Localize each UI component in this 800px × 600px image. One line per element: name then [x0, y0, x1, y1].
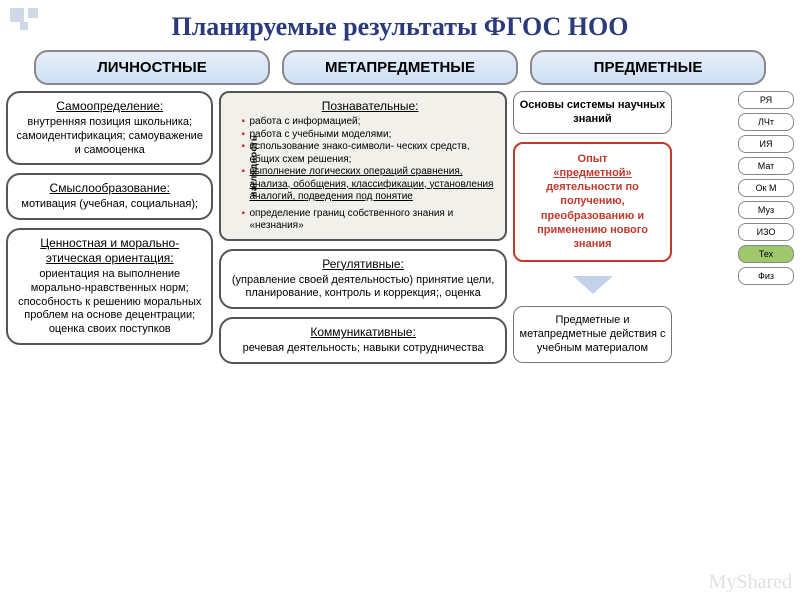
box-heading: Регулятивные:	[229, 257, 496, 272]
list-item: работа с учебными моделями;	[241, 129, 498, 142]
box-communicative: Коммуникативные: речевая деятельность; н…	[219, 317, 506, 364]
exp-line: «предметной»	[553, 167, 631, 179]
deco-square	[10, 8, 24, 22]
arrow-down-icon	[573, 276, 613, 294]
box-heading: Самоопределение:	[16, 99, 203, 114]
list-item: использование знако-символи- ческих сред…	[241, 141, 498, 166]
box-values: Ценностная и морально-этическая ориентац…	[6, 228, 213, 345]
box-heading: Смыслообразование:	[16, 181, 203, 196]
box-text: внутренняя позиция школьника; самоиденти…	[17, 116, 203, 156]
category-meta: МЕТАПРЕДМЕТНЫЕ	[282, 50, 518, 85]
exp-line: деятельности по получению, преобразовани…	[537, 181, 648, 250]
subj-fiz: Физ	[738, 267, 794, 285]
subj-iy: ИЯ	[738, 135, 794, 153]
box-self-determination: Самоопределение: внутренняя позиция школ…	[6, 91, 213, 165]
col-subjects-list: РЯ ЛЧт ИЯ Мат Ок М Муз ИЗО Тех Физ	[678, 91, 794, 364]
subj-muz: Муз	[738, 201, 794, 219]
cognitive-list: работа с информацией; работа с учебными …	[241, 116, 498, 233]
col-personal: Самоопределение: внутренняя позиция школ…	[6, 91, 213, 364]
category-row: ЛИЧНОСТНЫЕ МЕТАПРЕДМЕТНЫЕ ПРЕДМЕТНЫЕ	[0, 50, 800, 85]
exp-line: Опыт	[578, 153, 608, 165]
box-actions: Предметные и метапредметные действия с у…	[513, 306, 673, 363]
box-heading: Ценностная и морально-этическая ориентац…	[16, 236, 203, 266]
deco-square	[20, 22, 28, 30]
category-subject: ПРЕДМЕТНЫЕ	[530, 50, 766, 85]
columns: Самоопределение: внутренняя позиция школ…	[0, 85, 800, 364]
subj-izo: ИЗО	[738, 223, 794, 241]
box-text: речевая деятельность; навыки сотрудничес…	[243, 342, 484, 354]
box-heading: Коммуникативные:	[229, 325, 496, 340]
col-subject: Основы системы научных знаний Опыт «пред…	[513, 91, 673, 364]
subj-tech: Тех	[738, 245, 794, 263]
box-text: (управление своей деятельностью) приняти…	[232, 274, 494, 300]
box-experience: Опыт «предметной» деятельности по получе…	[513, 142, 673, 262]
subjects-stack: РЯ ЛЧт ИЯ Мат Ок М Муз ИЗО Тех Физ	[738, 91, 794, 289]
col-meta: наглядность Познавательные: работа с инф…	[219, 91, 506, 364]
box-heading: Познавательные:	[241, 99, 498, 114]
subj-ry: РЯ	[738, 91, 794, 109]
category-personal: ЛИЧНОСТНЫЕ	[34, 50, 270, 85]
list-item: выполнение логических операций сравнения…	[241, 166, 498, 204]
list-item-text: выполнение логических операций сравнения…	[249, 166, 493, 202]
box-cognitive: наглядность Познавательные: работа с инф…	[219, 91, 506, 241]
subj-mat: Мат	[738, 157, 794, 175]
box-meaning: Смыслообразование: мотивация (учебная, с…	[6, 173, 213, 220]
box-regulatory: Регулятивные: (управление своей деятельн…	[219, 249, 506, 310]
list-item: определение границ собственного знания и…	[241, 208, 498, 233]
box-text: ориентация на выполнение морально-нравст…	[18, 268, 201, 335]
list-item: работа с информацией;	[241, 116, 498, 129]
page-title: Планируемые результаты ФГОС НОО	[0, 0, 800, 50]
box-basis: Основы системы научных знаний	[513, 91, 673, 134]
box-text: мотивация (учебная, социальная);	[21, 198, 198, 210]
subj-lcht: ЛЧт	[738, 113, 794, 131]
deco-square	[28, 8, 38, 18]
subj-okm: Ок М	[738, 179, 794, 197]
watermark: MyShared	[709, 571, 792, 594]
